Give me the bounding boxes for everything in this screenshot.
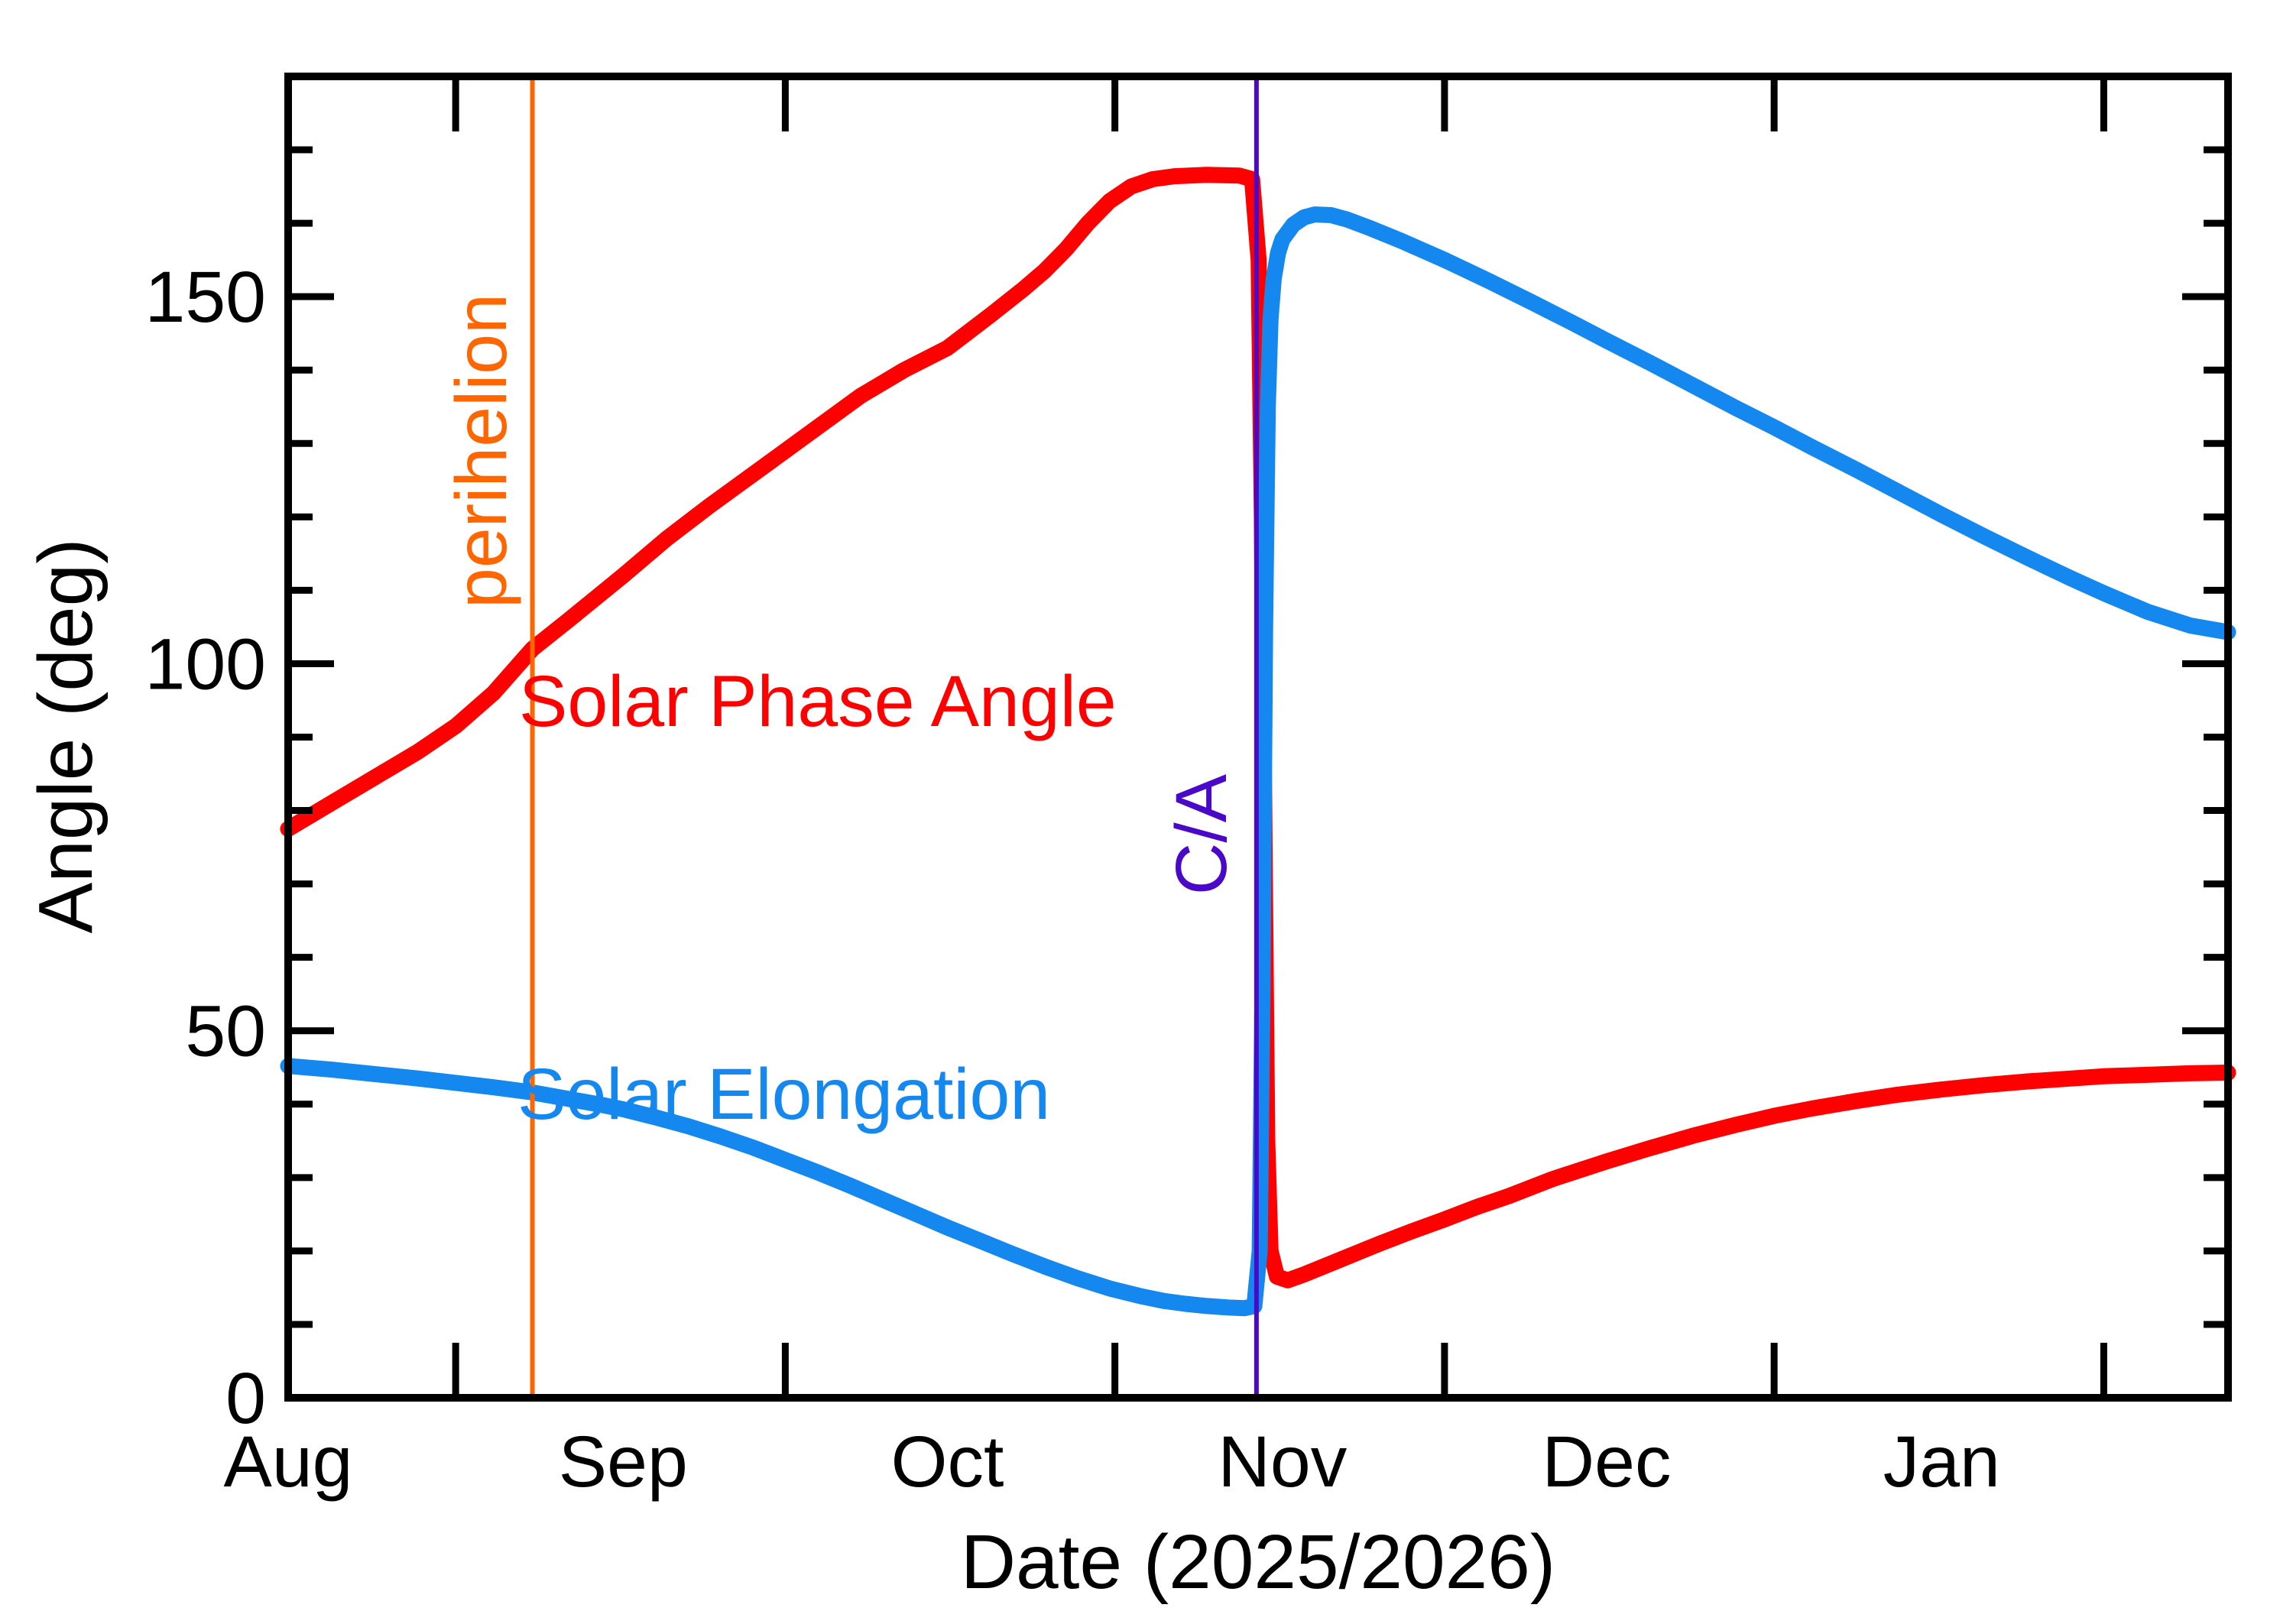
- month-label: Sep: [559, 1421, 688, 1502]
- curves-layer: [280, 167, 2236, 1317]
- month-label: Dec: [1542, 1421, 1672, 1502]
- axes-layer: [284, 73, 2232, 1402]
- solar-elongation-label: Solar Elongation: [517, 1054, 1050, 1135]
- month-label: Oct: [891, 1421, 1004, 1502]
- perihelion-label: perihelion: [441, 293, 522, 608]
- x-axis-title: Date (2025/2026): [961, 1519, 1555, 1605]
- solar-elongation-curve: [280, 206, 2236, 1317]
- y-tick-label: 0: [225, 1358, 266, 1439]
- y-tick-label: 100: [144, 624, 266, 705]
- month-label: Aug: [223, 1421, 352, 1502]
- y-tick-label: 150: [144, 257, 266, 338]
- month-label: Nov: [1218, 1421, 1347, 1502]
- close-approach-label: C/A: [1161, 773, 1242, 895]
- month-label: Jan: [1883, 1421, 2000, 1502]
- y-axis-title: Angle (deg): [23, 539, 109, 934]
- tick-labels-layer: 0 50 100 150 Aug Sep Oct Nov Dec Jan: [144, 257, 1999, 1502]
- y-tick-label: 50: [185, 991, 266, 1072]
- vlines-layer: [530, 80, 1259, 1394]
- solar-phase-angle-label: Solar Phase Angle: [519, 661, 1117, 742]
